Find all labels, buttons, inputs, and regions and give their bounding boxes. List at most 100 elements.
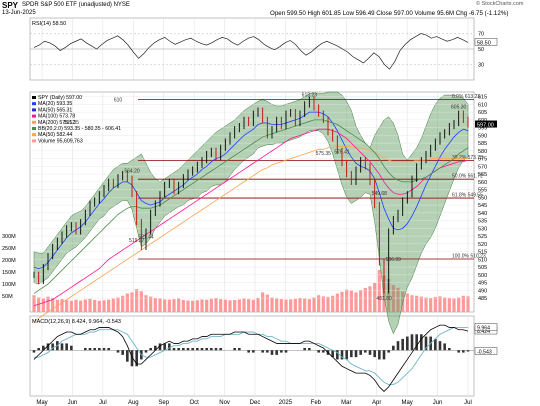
volume-bar: [438, 296, 442, 312]
watermark: © StockCharts.com: [476, 1, 524, 7]
x-tick-label: Feb: [311, 400, 322, 406]
volume-bar: [429, 298, 433, 312]
volume-bar: [279, 299, 283, 312]
volume-bar: [130, 292, 134, 312]
price-tick-label: 580: [478, 149, 487, 155]
macd-histogram-bar: [60, 343, 64, 351]
macd-histogram-bar: [102, 348, 106, 351]
macd-histogram-bar: [130, 350, 134, 367]
legend-swatch: [32, 139, 36, 143]
volume-bar: [247, 299, 251, 312]
fib-label: 0.0% 613.23: [452, 94, 480, 100]
x-tick-label: Oct: [189, 400, 199, 406]
macd-histogram-bar: [284, 350, 288, 353]
volume-tick-label: 100M: [2, 282, 16, 288]
macd-last-value: 9.964: [477, 326, 490, 332]
volume-bar: [265, 294, 269, 312]
volume-bar: [125, 293, 129, 312]
price-annotation: 564.20: [124, 168, 140, 174]
price-legend-item: SPY (Daily) 597.00: [38, 95, 82, 101]
rsi-last-box: [474, 38, 498, 46]
price-legend-item: MA(200) 575.12: [38, 120, 75, 126]
volume-bar: [93, 299, 97, 312]
macd-histogram-bar: [158, 343, 162, 351]
volume-bar: [251, 299, 255, 312]
macd-histogram-bar: [144, 350, 148, 353]
volume-bar: [382, 275, 386, 312]
x-tick-label: Jun: [433, 400, 443, 406]
macd-histogram-bar: [70, 345, 73, 351]
macd-histogram-bar: [350, 350, 353, 358]
volume-bar: [359, 290, 363, 312]
macd-histogram-bar: [37, 348, 40, 351]
macd-histogram-bar: [205, 348, 208, 351]
price-tick-label: 595: [478, 126, 487, 132]
volume-bar: [363, 287, 367, 312]
price-annotation: 549.68: [372, 191, 388, 197]
ma20-line: [33, 111, 469, 270]
price-annotation: 613.23: [302, 92, 318, 98]
volume-bar: [284, 299, 288, 312]
price-tick-label: 490: [478, 288, 487, 294]
volume-bar: [410, 295, 414, 312]
volume-bar: [396, 287, 400, 312]
rsi-legend: RSI(14) 58.50: [32, 21, 66, 27]
macd-histogram-bar: [149, 348, 152, 351]
last-price-value: 597.00: [477, 123, 494, 129]
legend-swatch: [32, 133, 36, 137]
fib-label: 61.8% 549.55: [452, 193, 483, 199]
volume-bar: [186, 300, 190, 312]
macd-histogram-bar: [420, 334, 423, 351]
macd-histogram-bar: [93, 348, 96, 351]
macd-histogram-bar: [373, 350, 376, 358]
volume-bar: [415, 295, 419, 312]
macd-histogram-bar: [457, 350, 460, 353]
volume-bar: [163, 299, 167, 312]
volume-bar: [121, 295, 125, 312]
volume-bar: [345, 289, 349, 312]
price-annotation: 521.44: [138, 235, 154, 241]
macd-histogram-bar: [135, 350, 138, 367]
price-tick-label: 505: [478, 265, 487, 271]
x-tick-label: Jul: [464, 400, 472, 406]
volume-bar: [144, 295, 148, 312]
volume-bar: [401, 291, 405, 312]
legend-swatch: [32, 120, 36, 124]
macd-histogram-bar: [303, 348, 306, 351]
volume-bar: [41, 298, 45, 312]
price-tick-label: 615: [478, 95, 487, 101]
price-tick-label: 570: [478, 164, 487, 170]
price-legend-item: MA(50) 565.31: [38, 107, 72, 113]
price-tick-label: 525: [478, 234, 487, 240]
macd-histogram-bar: [163, 343, 166, 351]
volume-bar: [443, 297, 447, 312]
volume-bar: [298, 298, 302, 312]
last-price-box: [475, 120, 497, 128]
volume-bar: [312, 297, 316, 312]
macd-histogram-bar: [214, 348, 218, 351]
volume-bar: [177, 298, 181, 312]
price-tick-label: 535: [478, 219, 487, 225]
macd-histogram-bar: [387, 350, 390, 353]
macd-histogram-bar: [401, 338, 404, 351]
macd-histogram-bar: [154, 345, 157, 351]
volume-bar: [107, 299, 111, 312]
volume-bar: [219, 299, 223, 312]
volume-bar: [461, 295, 465, 312]
macd-histogram-bar: [247, 350, 250, 353]
volume-bar: [83, 299, 87, 312]
ma200-line: [33, 145, 468, 322]
volume-bar: [447, 298, 451, 312]
price-annotation: 595.35: [64, 120, 80, 126]
x-tick-label: Sep: [158, 400, 169, 406]
macd-histogram-bar: [252, 350, 255, 353]
macd-histogram-bar: [368, 350, 372, 355]
macd-histogram-bar: [378, 350, 381, 360]
x-tick-label: Apr: [372, 400, 381, 406]
panel-frame-macd: [29, 315, 475, 397]
volume-bar: [153, 298, 157, 312]
price-annotation: 481.80: [376, 296, 392, 302]
macd-histogram-bar: [462, 350, 465, 353]
macd-histogram-bar: [210, 348, 213, 351]
volume-bar: [289, 299, 293, 312]
